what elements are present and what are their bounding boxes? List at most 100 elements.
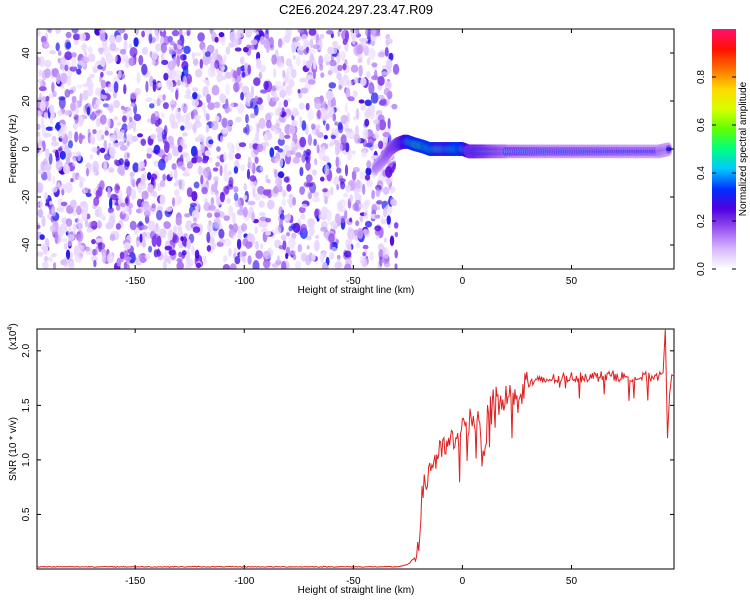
noise-speckle [182, 172, 190, 177]
noise-speckle [285, 85, 293, 96]
noise-speckle [285, 232, 291, 237]
snr-y-label: SNR (10 * v/v) [8, 417, 19, 481]
noise-speckle [138, 220, 143, 227]
noise-speckle [233, 82, 240, 93]
noise-speckle [352, 166, 360, 173]
noise-speckle [197, 32, 205, 42]
noise-speckle [299, 136, 307, 148]
noise-speckle [236, 238, 242, 250]
noise-speckle [336, 45, 342, 50]
noise-speckle [300, 203, 308, 208]
noise-speckle [366, 57, 371, 66]
noise-speckle [44, 255, 49, 262]
noise-speckle [45, 148, 50, 159]
noise-speckle [225, 83, 231, 96]
noise-speckle [228, 248, 232, 257]
colorbar-tick-label: 0.0 [696, 262, 707, 276]
noise-speckle [358, 64, 363, 77]
noise-speckle [169, 49, 175, 56]
noise-speckle [156, 98, 161, 107]
noise-speckle [374, 143, 378, 149]
noise-speckle [162, 102, 169, 110]
noise-speckle [309, 38, 314, 49]
noise-speckle [52, 91, 57, 97]
noise-speckle [362, 229, 370, 235]
noise-speckle [279, 131, 285, 141]
noise-speckle [152, 79, 157, 85]
noise-speckle [79, 180, 84, 188]
noise-speckle [149, 103, 155, 109]
noise-speckle [170, 98, 175, 105]
noise-speckle [296, 56, 301, 67]
noise-speckle [57, 147, 63, 152]
noise-speckle [43, 112, 49, 119]
noise-speckle [129, 220, 137, 231]
noise-speckle [389, 185, 396, 194]
noise-speckle [197, 165, 203, 176]
noise-speckle [126, 140, 130, 147]
noise-speckle [336, 184, 340, 191]
noise-speckle [277, 61, 284, 69]
noise-speckle [394, 249, 399, 259]
noise-speckle [258, 212, 266, 217]
noise-speckle [237, 232, 242, 240]
noise-speckle [206, 231, 211, 243]
noise-speckle [211, 183, 218, 193]
noise-speckle [165, 257, 170, 263]
noise-speckle [164, 245, 173, 251]
noise-speckle [159, 194, 166, 206]
noise-speckle [193, 181, 200, 189]
noise-speckle [86, 167, 89, 177]
noise-speckle [344, 164, 349, 177]
noise-speckle [55, 29, 61, 34]
noise-speckle [212, 167, 219, 172]
noise-speckle [126, 106, 133, 119]
noise-speckle [247, 29, 254, 33]
noise-speckle [177, 145, 183, 153]
noise-speckle [161, 59, 169, 66]
noise-speckle [234, 74, 242, 83]
noise-speckle [87, 188, 91, 194]
noise-speckle [365, 167, 372, 176]
noise-speckle [306, 235, 312, 241]
noise-speckle [238, 142, 247, 148]
noise-speckle [169, 41, 176, 46]
noise-speckle [72, 122, 78, 130]
noise-speckle [271, 54, 277, 65]
noise-speckle [51, 135, 57, 142]
noise-speckle [182, 132, 188, 137]
noise-speckle [214, 212, 221, 218]
noise-speckle [92, 248, 97, 256]
noise-speckle [216, 146, 221, 152]
noise-speckle [38, 86, 47, 92]
noise-speckle [311, 253, 316, 262]
noise-speckle [265, 231, 272, 236]
noise-speckle [226, 119, 234, 126]
noise-speckle [387, 118, 391, 130]
noise-speckle [315, 128, 320, 136]
noise-speckle [181, 250, 187, 256]
noise-speckle [168, 249, 176, 256]
noise-speckle [137, 183, 143, 193]
noise-speckle [129, 47, 138, 58]
noise-speckle [145, 97, 153, 103]
noise-speckle [313, 191, 319, 198]
noise-speckle [45, 95, 50, 102]
noise-speckle [70, 102, 76, 112]
noise-speckle [183, 31, 187, 36]
noise-speckle [202, 158, 208, 164]
noise-speckle [377, 51, 386, 58]
noise-speckle [67, 234, 75, 241]
noise-speckle [169, 113, 176, 125]
noise-speckle [171, 145, 180, 157]
noise-speckle [336, 52, 341, 64]
colorbar-tick-label: 0.8 [696, 70, 707, 84]
noise-speckle [369, 251, 374, 262]
noise-speckle [290, 68, 297, 79]
noise-speckle [297, 29, 305, 34]
noise-speckle [152, 179, 156, 189]
noise-speckle [375, 110, 383, 116]
noise-speckle [202, 86, 209, 98]
noise-speckle [219, 93, 227, 104]
noise-speckle [194, 115, 202, 120]
